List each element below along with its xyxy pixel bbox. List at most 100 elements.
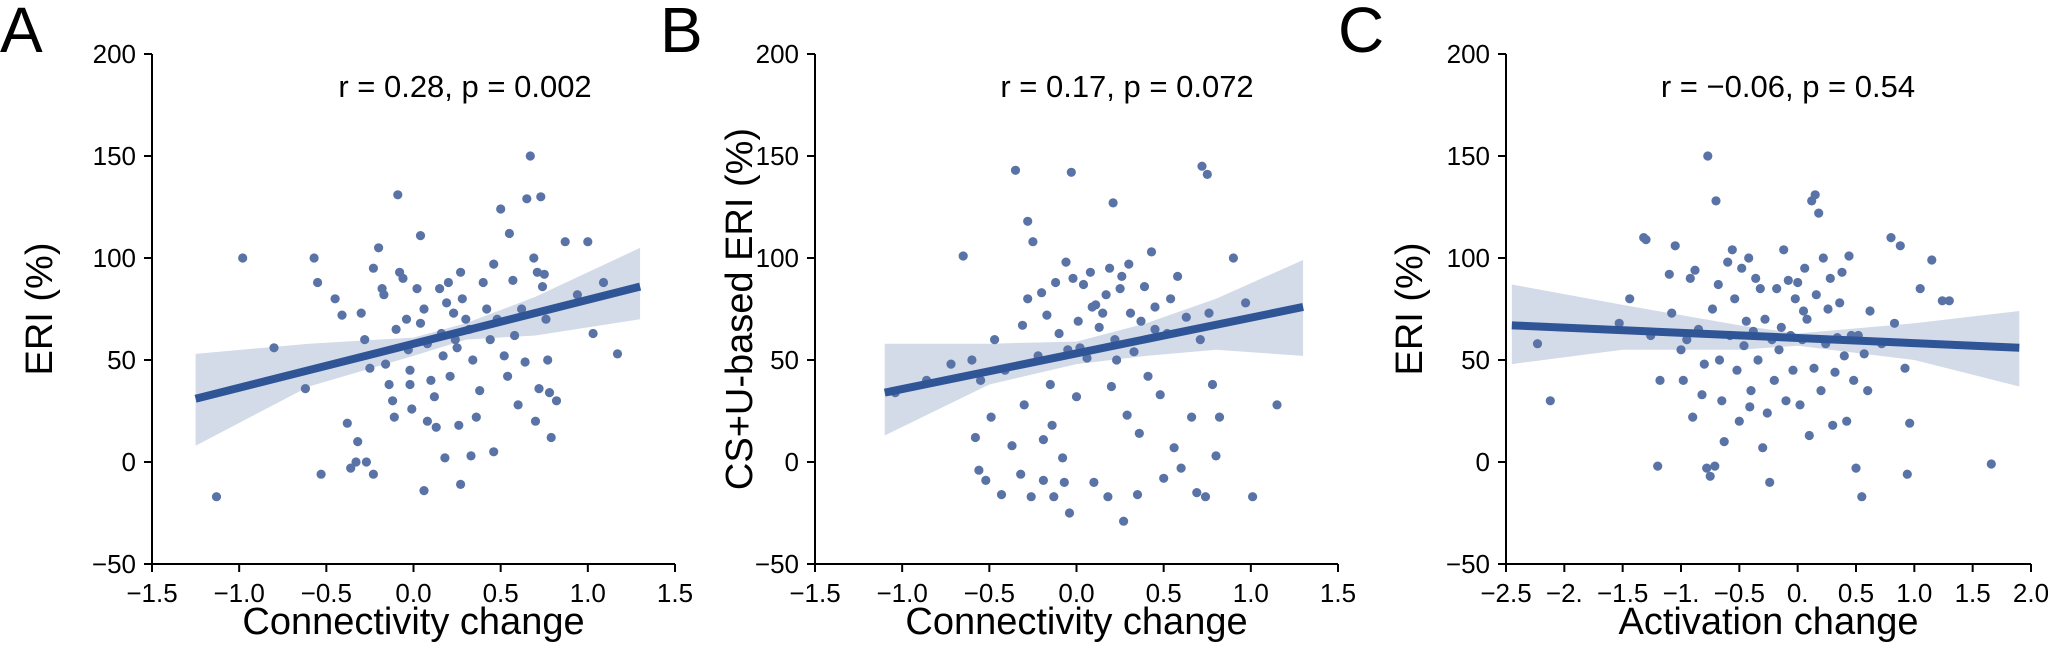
panel-a-point <box>532 267 542 277</box>
panel-c-point <box>1739 341 1749 351</box>
panel-c-point <box>1776 322 1786 332</box>
panel-c-point <box>1730 294 1740 304</box>
panel-a-point <box>435 284 445 294</box>
panel-b-point <box>1207 379 1218 390</box>
panel-c-point <box>1823 304 1833 314</box>
panel-c-x-tick-label: 1.0 <box>1896 578 1932 608</box>
panel-a-x-tick-label: 1.5 <box>657 578 693 608</box>
panel-a-point <box>412 284 422 294</box>
panel-b-y-label: CS+U-based ERI (%) <box>719 128 761 490</box>
panel-a-point <box>466 451 476 461</box>
panel-c-point <box>1793 277 1803 288</box>
panel-a-point <box>445 371 455 381</box>
panel-b-point <box>974 465 984 475</box>
panel-b-point <box>1068 273 1078 283</box>
panel-b-point <box>1150 302 1160 312</box>
panel-c-x-tick-label: −0.5 <box>1714 578 1765 608</box>
panel-a-x-tick-label: 0.5 <box>483 578 519 608</box>
panel-a-point <box>454 420 464 430</box>
panel-b-point <box>1146 247 1157 257</box>
panel-b-point <box>1197 161 1207 171</box>
panel-a-point <box>368 263 378 273</box>
panel-c-point <box>1762 408 1772 418</box>
panel-b-point <box>1028 237 1038 247</box>
panel-b-point <box>1042 310 1052 320</box>
panel-a-point <box>598 277 609 288</box>
panel-c-point <box>1795 400 1805 410</box>
panel-b-point <box>1047 420 1057 430</box>
panel-c-x-tick-label: −1.5 <box>1597 578 1648 608</box>
panel-b-point <box>986 412 996 422</box>
panel-b-point <box>1117 271 1127 281</box>
panel-a-point <box>442 298 452 308</box>
panel-b-point <box>1085 267 1095 277</box>
panel-b-x-tick-label: 1.0 <box>1233 578 1269 608</box>
panel-a-point <box>365 363 375 373</box>
panel-a-point <box>456 267 466 277</box>
panel-c-x-tick-label: −2. <box>1546 578 1583 608</box>
panel-c-point <box>1895 241 1905 251</box>
panel-a-point <box>426 375 436 385</box>
panel-c-y-tick-label: 200 <box>1447 39 1490 69</box>
panel-b-point <box>1016 469 1026 479</box>
panel-c-point <box>1711 196 1721 206</box>
panel-b-y-tick-label: 0 <box>785 447 799 477</box>
panel-b-y-tick-label: 100 <box>756 243 799 273</box>
panel-a-point <box>543 355 553 365</box>
panel-b-point <box>1017 320 1028 330</box>
panel-b-point <box>1023 294 1033 304</box>
panel-a-point <box>405 365 415 375</box>
panel-a-point <box>415 318 426 328</box>
panel-a-point <box>405 379 415 390</box>
panel-a-point <box>537 282 548 292</box>
panel-a-point <box>583 237 593 247</box>
panel-b-point <box>1112 355 1122 365</box>
panel-c-y-tick-label: 100 <box>1447 243 1490 273</box>
panel-c-point <box>1614 318 1624 328</box>
panel-b-point <box>1173 271 1183 281</box>
panel-c-point <box>1685 273 1695 283</box>
panel-b-point <box>1098 308 1108 318</box>
panel-a-point <box>379 290 389 300</box>
panel-b-x-tick-label: −0.5 <box>964 578 1015 608</box>
panel-c-y-label: ERI (%) <box>1389 243 1431 376</box>
panel-c-point <box>1774 345 1784 355</box>
panel-b-point <box>1143 371 1153 381</box>
panel-a-point <box>529 253 539 263</box>
panel-b-point <box>1045 379 1055 390</box>
panel-a-point <box>588 328 598 339</box>
panel-c-point <box>1625 294 1635 304</box>
panel-c-point <box>1772 284 1782 294</box>
panel-c-point <box>1676 345 1686 355</box>
panel-b-point <box>1195 335 1205 345</box>
panel-c-point <box>1653 461 1663 471</box>
panel-a-x-label: Connectivity change <box>242 601 584 643</box>
panel-a-point <box>384 379 394 390</box>
panel-c-point <box>1839 351 1849 361</box>
panel-c-x-tick-label: 0. <box>1787 578 1809 608</box>
panel-b-point <box>1058 453 1068 463</box>
panel-a-point <box>496 204 506 214</box>
panel-a-point <box>457 294 467 304</box>
panel-a-point <box>422 416 432 426</box>
panel-c-point <box>1744 253 1754 263</box>
panel-b-point <box>1214 412 1225 422</box>
panel-b-point <box>1228 253 1238 263</box>
panel-c-point <box>1781 396 1791 406</box>
panel-a-point <box>419 486 429 496</box>
panel-c-letter: C <box>1338 0 1384 66</box>
panel-c-point <box>1859 349 1869 359</box>
panel-a-point <box>342 418 352 428</box>
panel-a-point <box>504 228 514 239</box>
panel-c-point <box>1810 190 1820 200</box>
panel-a-point <box>572 290 583 300</box>
panel-b-point <box>1108 198 1118 208</box>
panel-a-point <box>456 479 466 489</box>
panel-c-point <box>1690 265 1700 275</box>
panel-b-point <box>1106 381 1116 392</box>
panel-a-y-tick-label: 0 <box>122 447 136 477</box>
panel-c-point <box>1783 275 1793 285</box>
panel-b-point <box>1150 324 1160 334</box>
panel-a-point <box>551 396 562 406</box>
panel-a-point <box>475 386 485 396</box>
